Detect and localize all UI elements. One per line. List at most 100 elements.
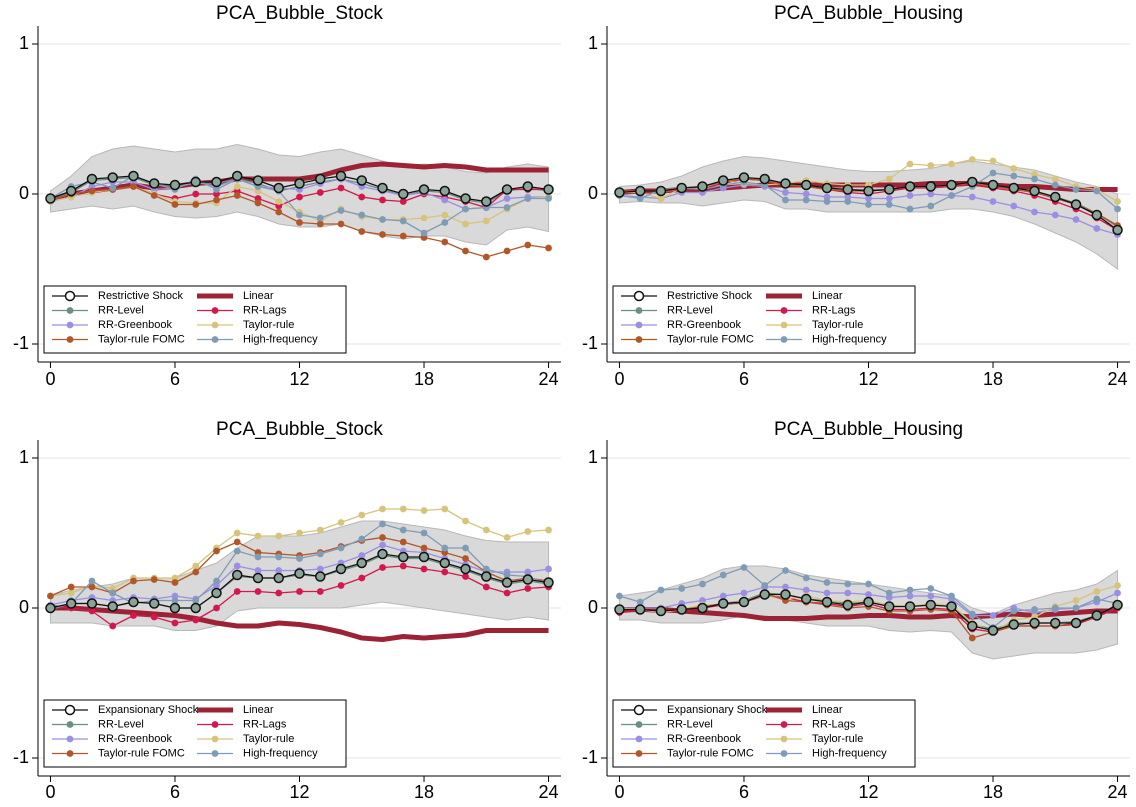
series-marker [927, 190, 935, 198]
x-tick-label: 18 [983, 782, 1003, 802]
series-marker [379, 505, 386, 513]
series-marker [1008, 182, 1020, 194]
y-tick-label: 1 [588, 33, 598, 53]
series-marker [296, 555, 303, 562]
series-marker [989, 198, 997, 205]
series-marker [439, 557, 451, 569]
legend-marker [635, 721, 643, 728]
series-marker [1114, 198, 1121, 205]
series-marker [379, 520, 386, 528]
series-marker [802, 190, 810, 198]
series-marker [885, 201, 893, 208]
series-marker [130, 612, 137, 619]
legend-label: Taylor-rule [243, 319, 294, 331]
x-tick-label: 0 [45, 782, 55, 802]
series-marker [441, 568, 449, 576]
series-marker [885, 589, 893, 597]
series-marker [398, 551, 409, 563]
series-marker [233, 547, 241, 555]
legend-marker [66, 735, 74, 743]
series-marker [719, 592, 727, 600]
y-tick-label: -1 [582, 747, 598, 767]
series-marker [418, 551, 430, 563]
legend-marker [780, 336, 788, 343]
series-marker [968, 156, 976, 163]
series-marker [192, 190, 200, 198]
legend-label: Linear [243, 290, 274, 302]
series-marker [780, 178, 791, 189]
series-marker [316, 565, 324, 573]
legend-label: Taylor-rule [243, 733, 294, 745]
series-marker [1072, 597, 1080, 604]
series-marker [420, 529, 428, 537]
series-marker [1093, 595, 1101, 603]
series-marker [802, 196, 810, 204]
x-tick-label: 24 [1108, 782, 1128, 802]
series-marker [148, 598, 160, 609]
series-marker [107, 172, 118, 183]
series-marker [358, 535, 366, 543]
series-marker [399, 198, 407, 205]
series-marker [543, 184, 554, 195]
series-marker [655, 185, 667, 197]
series-marker [273, 182, 284, 194]
series-marker [316, 189, 324, 196]
legend-marker [66, 307, 74, 314]
series-marker [482, 217, 490, 225]
series-marker [842, 184, 853, 195]
series-marker [989, 612, 997, 619]
series-marker [719, 571, 727, 579]
series-marker [213, 196, 220, 204]
x-tick-label: 0 [45, 369, 55, 389]
series-marker [782, 583, 789, 591]
series-marker [213, 577, 220, 585]
series-marker [802, 574, 810, 582]
series-marker [904, 601, 916, 612]
series-marker [524, 585, 532, 592]
series-marker [356, 557, 368, 569]
series-marker [67, 589, 75, 597]
series-marker [821, 596, 833, 608]
series-marker [1010, 607, 1018, 615]
chart-panel: PCA_Bubble_Stock -1 0 1 0 6 12 18 24 Restrictive … [13, 3, 561, 389]
series-marker [1031, 208, 1038, 216]
series-marker [296, 211, 303, 219]
x-tick-label: 12 [858, 782, 878, 802]
series-marker [65, 598, 77, 609]
legend-marker [64, 290, 76, 302]
series-marker [316, 588, 324, 595]
series-marker [1051, 211, 1059, 219]
series-marker [399, 217, 407, 225]
series-marker [1051, 181, 1059, 189]
series-marker [482, 583, 490, 591]
legend-marker [633, 290, 645, 302]
series-marker [1072, 216, 1080, 223]
series-marker [315, 173, 326, 185]
series-marker [233, 562, 241, 570]
series-marker [462, 247, 469, 255]
y-tick-label: 0 [588, 183, 598, 203]
series-marker [358, 211, 366, 219]
series-marker [399, 526, 407, 534]
x-tick-label: 6 [739, 369, 749, 389]
series-marker [906, 205, 914, 213]
series-marker [634, 185, 646, 197]
series-marker [296, 219, 303, 226]
series-marker [420, 214, 428, 222]
series-marker [657, 586, 665, 594]
x-tick-label: 6 [170, 782, 180, 802]
series-marker [927, 162, 935, 169]
legend-label: Restrictive Shock [98, 290, 183, 302]
series-marker [738, 172, 750, 183]
series-marker [545, 565, 552, 573]
legend-marker [635, 750, 643, 757]
series-marker [842, 599, 853, 611]
legend-label: Expansionary Shock [98, 704, 199, 716]
series-marker [925, 599, 937, 611]
series-marker [65, 185, 77, 197]
series-marker [1029, 185, 1040, 197]
series-marker [545, 244, 552, 252]
series-marker [233, 183, 241, 190]
series-marker [233, 538, 241, 546]
series-marker [399, 232, 407, 240]
